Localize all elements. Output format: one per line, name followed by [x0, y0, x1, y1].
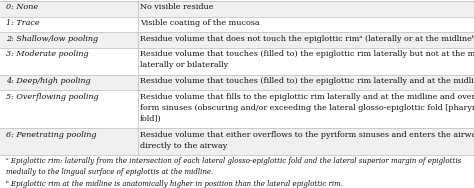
Text: medially to the lingual surface of epiglottis at the midline.: medially to the lingual surface of epigl… [6, 168, 213, 176]
Text: 0: None: 0: None [6, 3, 38, 11]
Text: ᵇ Epiglottic rim at the midline is anatomically higher in position than the late: ᵇ Epiglottic rim at the midline is anato… [6, 180, 343, 188]
Text: Residue volume that fills to the epiglottic rim laterally and at the midline and: Residue volume that fills to the epiglot… [140, 93, 474, 101]
Text: directly to the airway: directly to the airway [140, 142, 227, 150]
Text: 1: Trace: 1: Trace [6, 19, 40, 27]
Bar [0, 48, 474, 75]
Bar [0, 1, 474, 17]
Text: 6: Penetrating pooling: 6: Penetrating pooling [6, 131, 97, 139]
Text: 2: Shallow/low pooling: 2: Shallow/low pooling [6, 35, 98, 42]
Text: No visible residue: No visible residue [140, 3, 213, 11]
Text: Visible coating of the mucosa: Visible coating of the mucosa [140, 19, 259, 27]
Text: 4: Deep/high pooling: 4: Deep/high pooling [6, 77, 91, 85]
Bar [0, 90, 474, 128]
Text: Residue volume that touches (filled to) the epiglottic rim laterally but not at : Residue volume that touches (filled to) … [140, 50, 474, 58]
Bar [0, 128, 474, 155]
Text: Residue volume that either overflows to the pyriform sinuses and enters the airw: Residue volume that either overflows to … [140, 131, 474, 139]
Bar [0, 75, 474, 90]
Bar [0, 17, 474, 32]
Text: Residue volume that does not touch the epiglottic rimᵃ (laterally or at the midl: Residue volume that does not touch the e… [140, 35, 474, 42]
Text: 3: Moderate pooling: 3: Moderate pooling [6, 50, 89, 58]
Text: 5: Overflowing pooling: 5: Overflowing pooling [6, 93, 99, 101]
Text: fold]): fold]) [140, 115, 162, 123]
Text: ᵃ Epiglottic rim: laterally from the intersection of each lateral glosso-epiglot: ᵃ Epiglottic rim: laterally from the int… [6, 157, 461, 165]
Bar [0, 32, 474, 48]
Text: laterally or bilaterally: laterally or bilaterally [140, 61, 228, 69]
Text: Residue volume that touches (filled to) the epiglottic rim laterally and at the : Residue volume that touches (filled to) … [140, 77, 474, 85]
Text: form sinuses (obscuring and/or exceeding the lateral glosso-epiglottic fold [pha: form sinuses (obscuring and/or exceeding… [140, 104, 474, 112]
